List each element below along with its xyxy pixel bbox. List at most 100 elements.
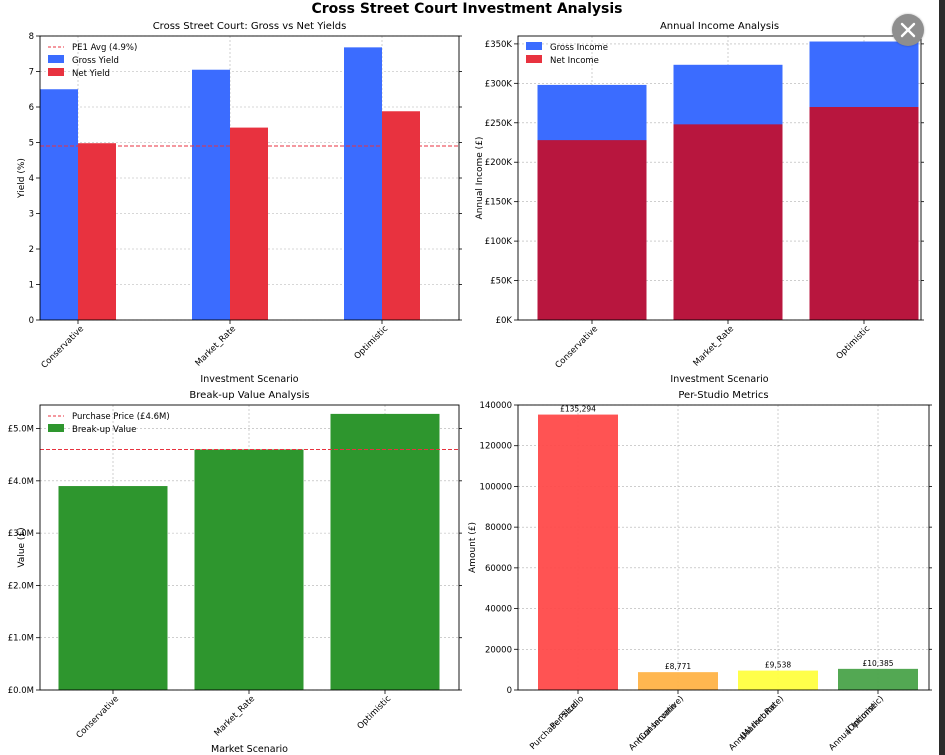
y-tick-label: £2.0M — [8, 581, 34, 591]
x-axis-label: Market Scenario — [211, 744, 288, 755]
bar-net-yield — [382, 111, 420, 320]
bar-breakup-value — [330, 413, 440, 690]
bar-per-studio — [838, 668, 918, 690]
y-tick-label: £300K — [485, 79, 513, 89]
plot-frame — [39, 35, 460, 321]
y-tick-label: £350K — [485, 40, 513, 50]
x-tick-label: Conservative — [554, 324, 601, 371]
y-tick-label: £50K — [490, 277, 512, 287]
y-tick-label: 140000 — [480, 401, 512, 411]
bar-net-income — [537, 140, 647, 320]
x-tick-label: Optimistic — [352, 324, 390, 362]
y-tick-label: 2 — [29, 245, 34, 255]
data-label: £135,294 — [560, 405, 596, 414]
bar-net-income — [673, 124, 783, 320]
y-axis-label: Value (£) — [17, 527, 27, 567]
y-tick-label: £200K — [485, 158, 513, 168]
y-tick-label: 0 — [507, 686, 512, 696]
bar-net-yield — [78, 143, 116, 320]
x-tick-label: Market_Rate — [194, 324, 239, 369]
legend-label: PE1 Avg (4.9%) — [72, 43, 137, 53]
x-tick-label: Per Studio — [548, 694, 586, 732]
chart-breakup: Break-up Value Analysis £0.0M £1.0M £2.0M £3… — [8, 390, 462, 755]
y-tick-label: 100000 — [480, 482, 512, 492]
y-tick-label: 7 — [29, 68, 34, 78]
legend-swatch — [526, 55, 542, 63]
bar-net-income — [809, 107, 919, 320]
x-tick-label: Market_Rate — [213, 694, 258, 739]
x-tick-label: Conservative — [40, 324, 87, 371]
y-tick-label: £150K — [485, 198, 513, 208]
data-label: £8,771 — [665, 662, 691, 671]
chart-income: Annual Income Analysis £0K £50K £100K £150K £… — [475, 21, 924, 385]
bar-gross-yield — [192, 69, 230, 320]
legend-swatch — [48, 55, 64, 63]
bar-per-studio — [638, 672, 718, 690]
legend-swatch — [48, 68, 64, 76]
y-tick-label: £0.0M — [8, 686, 34, 696]
legend: PE1 Avg (4.9%) Gross Yield Net Yield — [48, 43, 137, 79]
charts-group: Cross Street Court: Gross vs Net Yields 0… — [8, 21, 932, 755]
chart-title: Cross Street Court: Gross vs Net Yields — [153, 21, 347, 32]
y-tick-label: 20000 — [485, 645, 512, 655]
y-tick-label: 8 — [29, 32, 34, 42]
x-tick-label: Market_Rate — [692, 324, 737, 369]
bar-per-studio — [538, 414, 618, 690]
legend: Purchase Price (£4.6M) Break-up Value — [48, 412, 170, 435]
window-edge — [939, 0, 945, 755]
x-tick-label: Conservative — [75, 694, 122, 741]
plot-frame — [39, 404, 460, 691]
chart-title: Break-up Value Analysis — [189, 390, 309, 401]
legend-label: Gross Income — [550, 43, 608, 53]
y-tick-label: 40000 — [485, 605, 512, 615]
x-tick-label: (Market Rate) — [738, 694, 786, 742]
legend-label: Net Income — [550, 56, 599, 66]
bar-net-yield — [230, 127, 268, 320]
legend: Gross Income Net Income — [526, 42, 608, 66]
data-label: £9,538 — [765, 661, 791, 670]
y-tick-label: £5.0M — [8, 425, 34, 435]
y-axis-label: Annual Income (£) — [475, 137, 485, 220]
legend-label: Break-up Value — [72, 425, 136, 435]
y-tick-label: £3.0M — [8, 529, 34, 539]
y-axis-label: Amount (£) — [468, 522, 478, 573]
y-tick-label: 3 — [29, 210, 34, 220]
chart-title: Per-Studio Metrics — [678, 390, 768, 401]
close-icon — [900, 22, 916, 38]
x-tick-label: Optimistic — [355, 694, 393, 732]
data-label: £10,385 — [862, 659, 893, 668]
x-axis-label: Investment Scenario — [200, 374, 298, 385]
y-tick-label: 0 — [29, 316, 34, 326]
plot-frame — [517, 404, 930, 691]
y-tick-label: 1 — [29, 281, 34, 291]
y-tick-label: £100K — [485, 237, 513, 247]
bar-breakup-value — [58, 486, 168, 690]
x-tick-label: Optimistic — [834, 324, 872, 362]
y-tick-label: 4 — [29, 174, 34, 184]
y-tick-label: 80000 — [485, 523, 512, 533]
y-axis-label: Yield (%) — [17, 158, 27, 199]
bar-gross-yield — [40, 89, 78, 320]
legend-swatch — [48, 424, 64, 432]
bar-per-studio — [738, 670, 818, 690]
y-tick-label: £4.0M — [8, 477, 34, 487]
plot-frame — [517, 35, 922, 321]
bar-breakup-value — [194, 449, 304, 690]
figure-title: Cross Street Court Investment Analysis — [312, 1, 623, 17]
y-tick-label: £0K — [496, 316, 513, 326]
legend-label: Net Yield — [72, 69, 110, 79]
x-tick-label: (Optimistic) — [844, 694, 886, 736]
chart-title: Annual Income Analysis — [660, 21, 779, 32]
close-button[interactable] — [892, 14, 924, 46]
bar-gross-yield — [344, 47, 382, 321]
legend-label: Gross Yield — [72, 56, 119, 66]
chart-yields: Cross Street Court: Gross vs Net Yields 0… — [17, 21, 462, 385]
x-tick-label: (Conservative) — [635, 694, 686, 745]
y-tick-label: 60000 — [485, 564, 512, 574]
x-axis-label: Investment Scenario — [670, 374, 768, 385]
y-tick-label: £1.0M — [8, 634, 34, 644]
y-tick-label: 6 — [29, 103, 34, 113]
legend-label: Purchase Price (£4.6M) — [72, 412, 170, 422]
y-tick-label: 5 — [29, 139, 34, 149]
